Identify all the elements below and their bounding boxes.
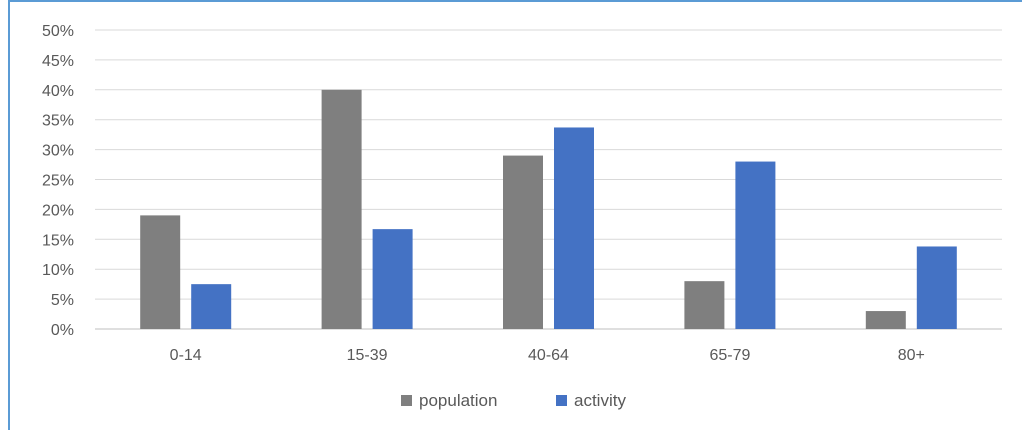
y-tick-label: 5% xyxy=(51,292,74,309)
y-tick-label: 15% xyxy=(42,232,74,249)
bar-population-0-14 xyxy=(140,215,181,329)
bar-population-15-39 xyxy=(321,89,362,329)
y-tick-label: 0% xyxy=(51,322,74,339)
bar-population-40-64 xyxy=(503,155,543,329)
y-tick-label: 25% xyxy=(42,173,74,190)
x-tick-label: 0-14 xyxy=(170,347,202,364)
legend-swatch-activity xyxy=(556,395,567,406)
bar-activity-15-39 xyxy=(372,229,413,329)
x-tick-label: 15-39 xyxy=(347,347,388,364)
y-tick-label: 40% xyxy=(42,83,74,100)
y-tick-label: 10% xyxy=(42,262,74,279)
chart-frame-top-border xyxy=(8,0,1022,2)
y-tick-label: 30% xyxy=(42,143,74,160)
bar-population-80+ xyxy=(865,311,906,329)
bar-activity-0-14 xyxy=(191,284,232,329)
x-tick-label: 80+ xyxy=(898,347,925,364)
bar-activity-80+ xyxy=(916,246,957,329)
y-tick-label: 35% xyxy=(42,113,74,130)
legend-label-activity: activity xyxy=(574,391,626,410)
x-tick-label: 65-79 xyxy=(709,347,750,364)
x-tick-label: 40-64 xyxy=(528,347,569,364)
bar-activity-40-64 xyxy=(554,127,594,329)
legend-label-population: population xyxy=(419,391,497,410)
y-tick-label: 50% xyxy=(42,23,74,40)
chart-frame-left-border xyxy=(8,0,10,430)
legend-swatch-population xyxy=(401,395,412,406)
bar-population-65-79 xyxy=(684,281,725,329)
y-tick-label: 45% xyxy=(42,53,74,70)
bar-activity-65-79 xyxy=(735,161,776,329)
y-tick-label: 20% xyxy=(42,202,74,219)
